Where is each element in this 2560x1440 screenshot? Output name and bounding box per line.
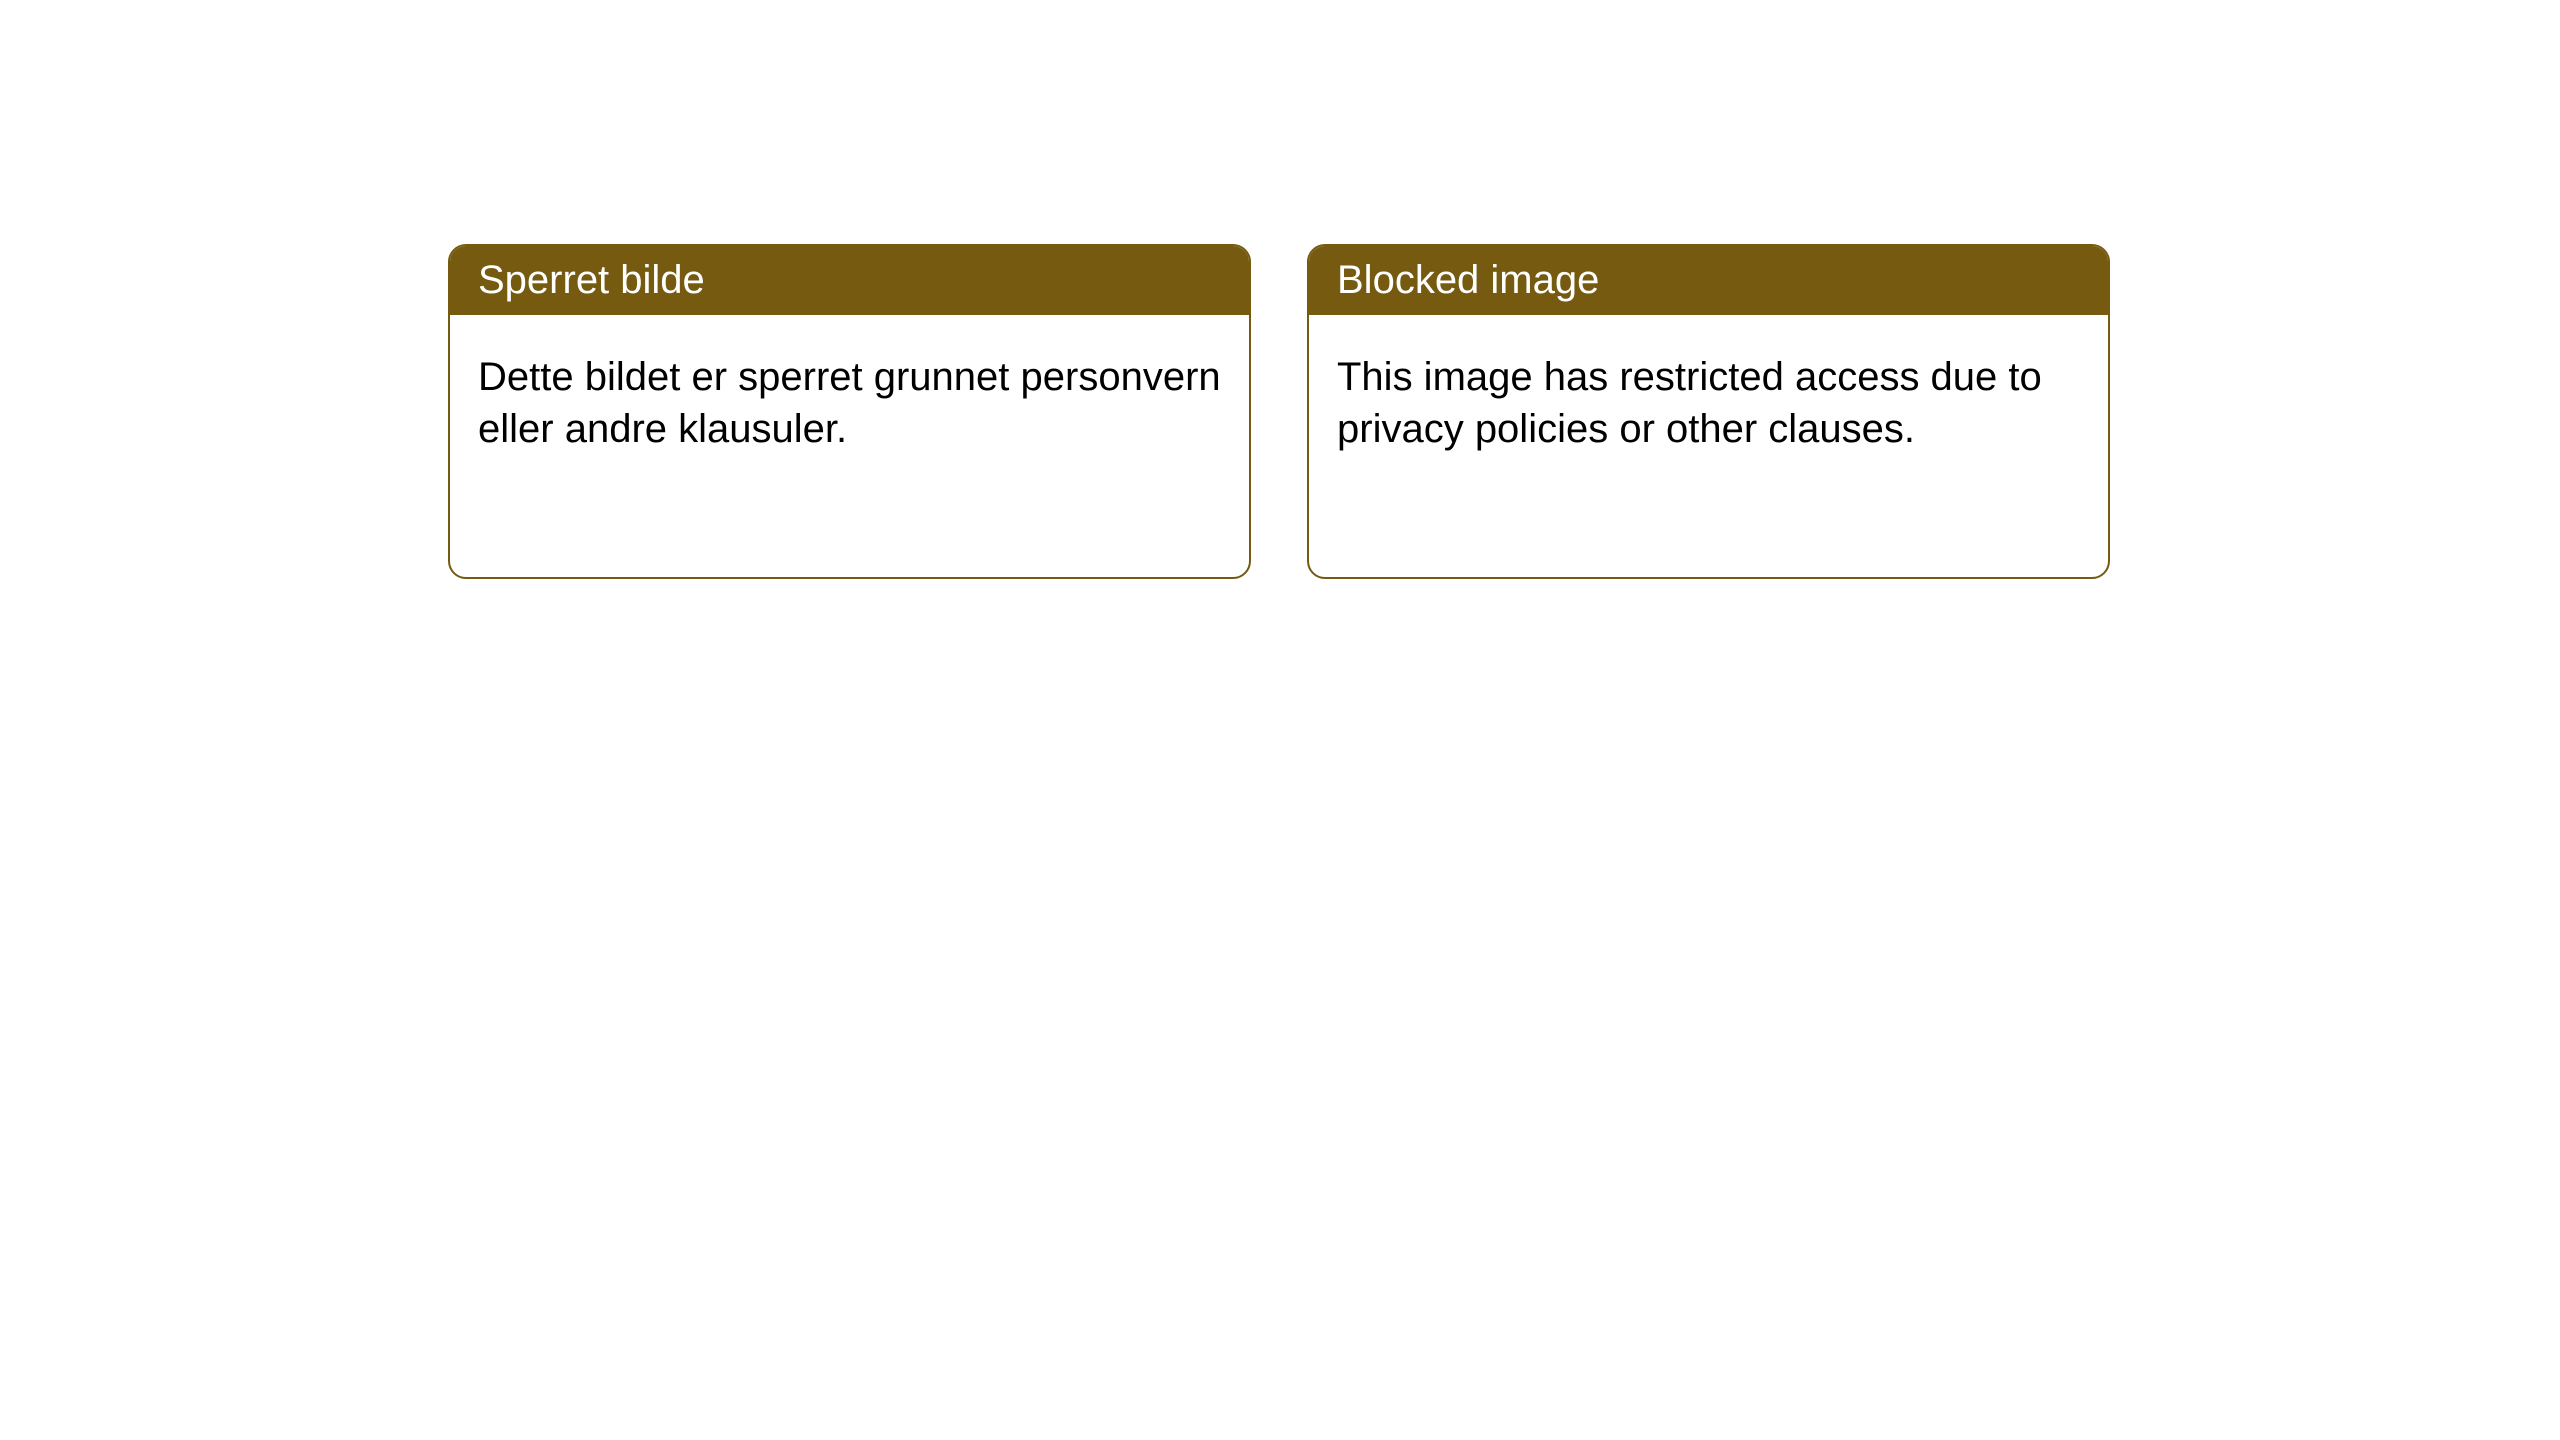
- card-body: This image has restricted access due to …: [1309, 315, 2108, 491]
- card-header: Blocked image: [1309, 246, 2108, 315]
- card-body-text: This image has restricted access due to …: [1337, 355, 2042, 451]
- card-body: Dette bildet er sperret grunnet personve…: [450, 315, 1249, 491]
- notice-container: Sperret bilde Dette bildet er sperret gr…: [0, 0, 2560, 579]
- notice-card-english: Blocked image This image has restricted …: [1307, 244, 2110, 579]
- card-title: Sperret bilde: [478, 258, 705, 302]
- card-header: Sperret bilde: [450, 246, 1249, 315]
- card-title: Blocked image: [1337, 258, 1599, 302]
- card-body-text: Dette bildet er sperret grunnet personve…: [478, 355, 1221, 451]
- notice-card-norwegian: Sperret bilde Dette bildet er sperret gr…: [448, 244, 1251, 579]
